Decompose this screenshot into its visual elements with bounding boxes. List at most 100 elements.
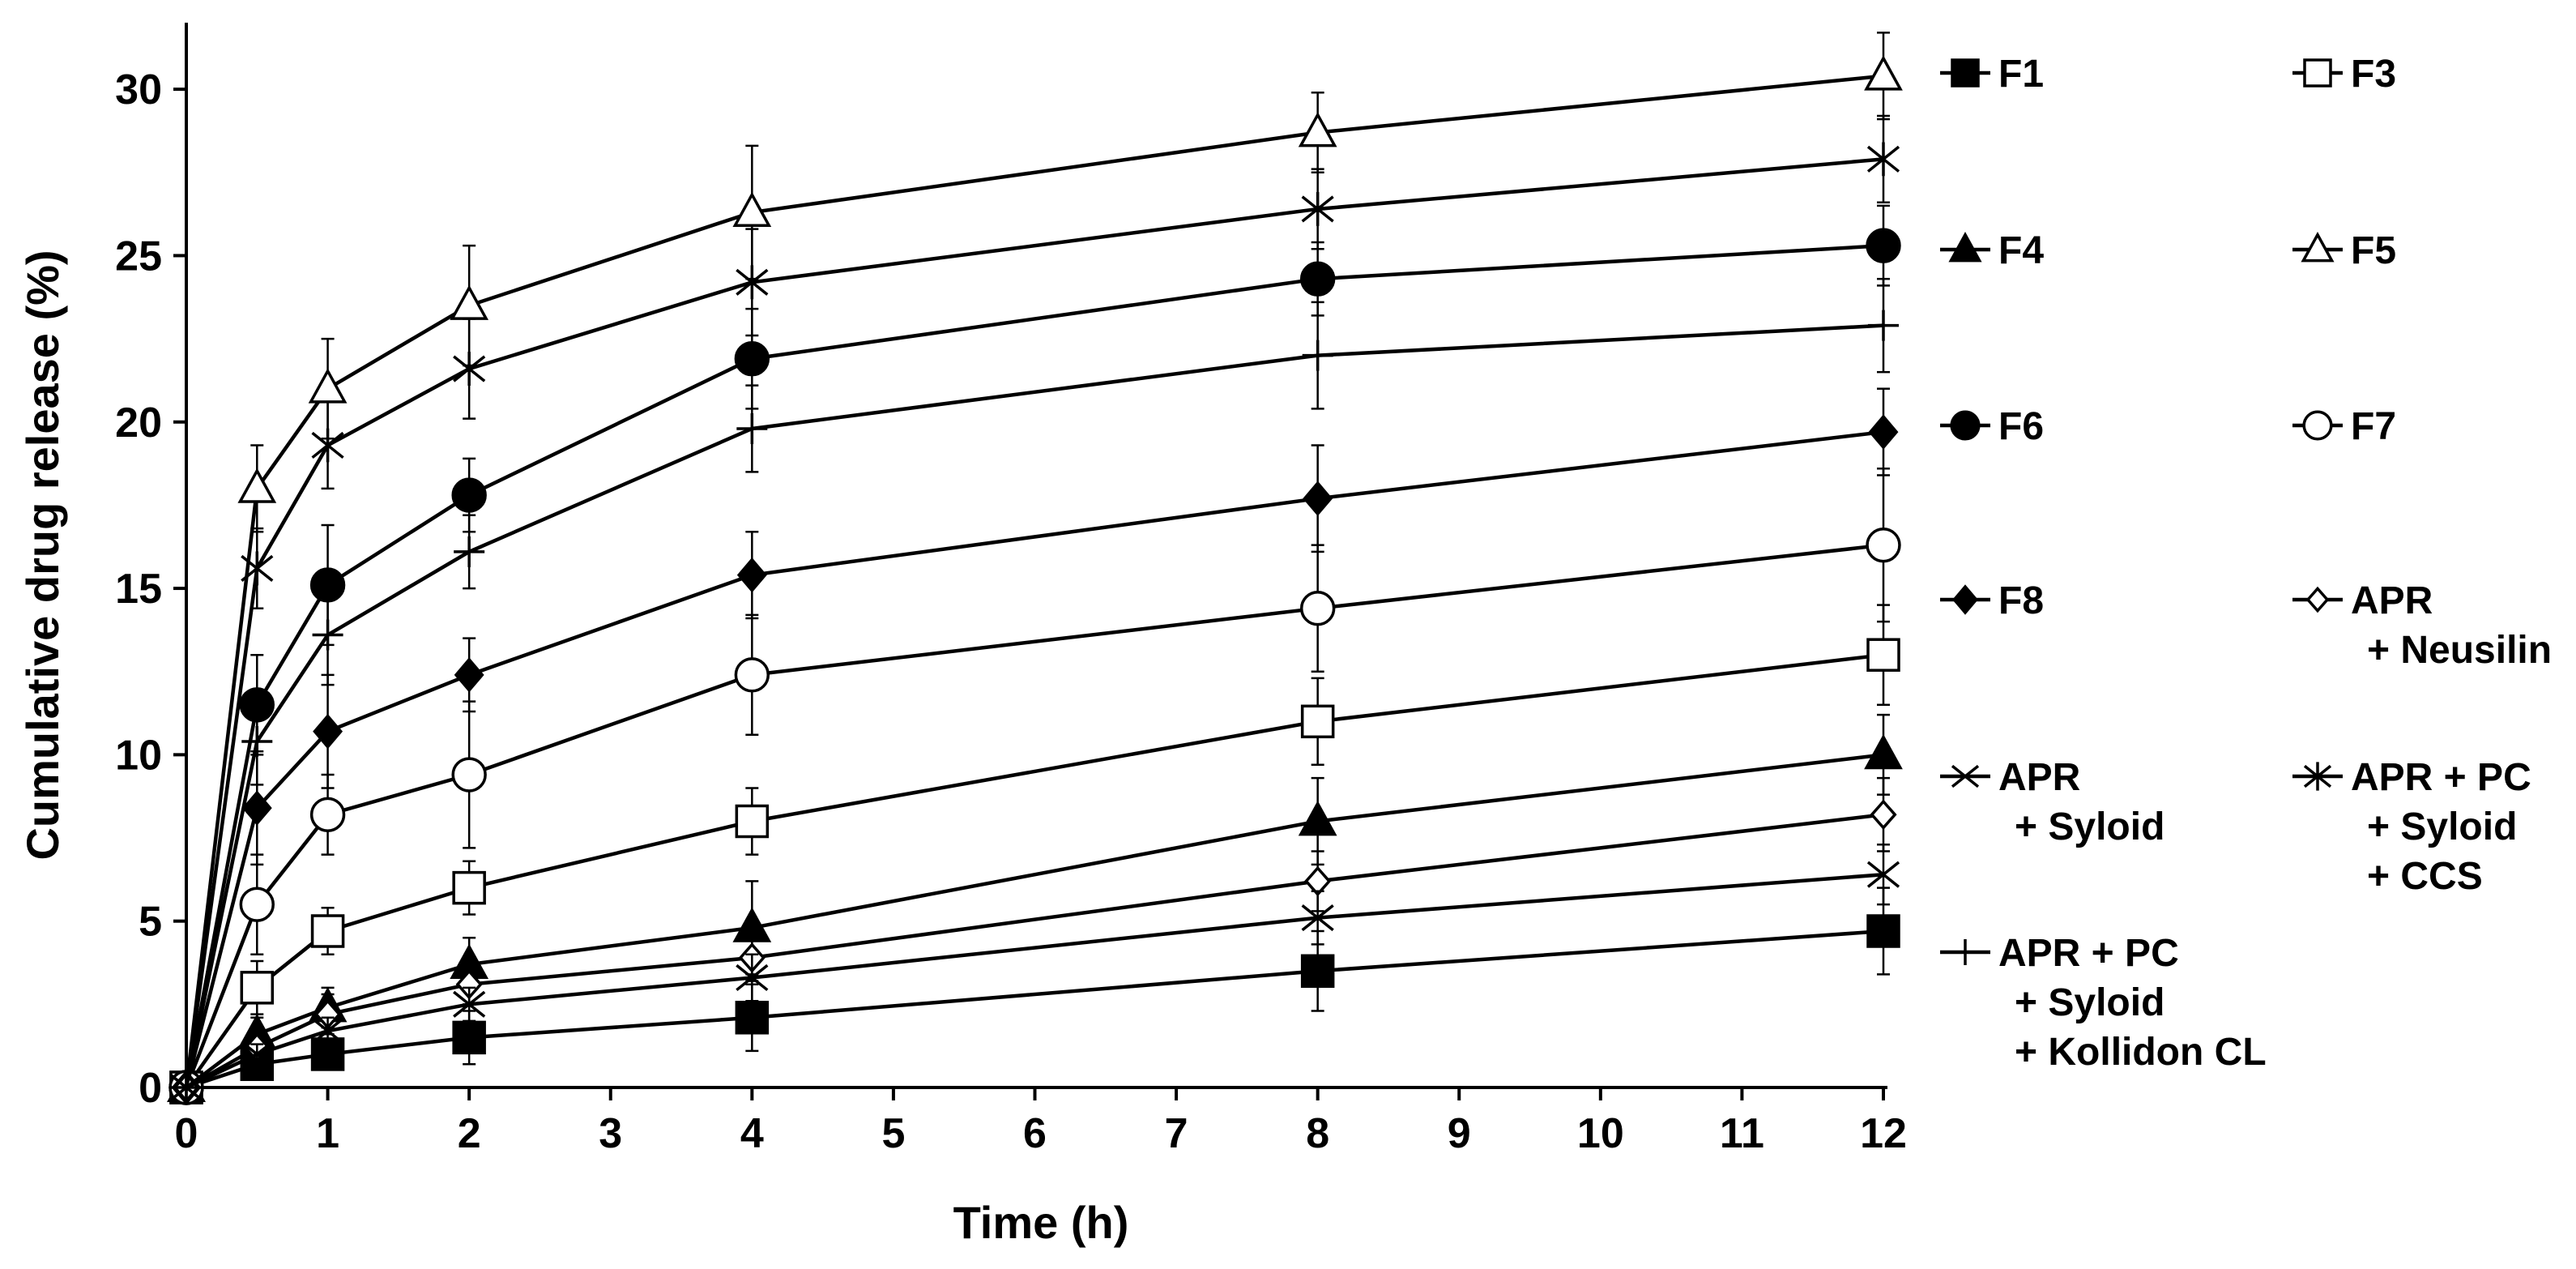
series-f3 (169, 604, 1900, 1104)
data-point (736, 964, 769, 992)
series-group (167, 32, 1903, 1105)
data-point (1303, 481, 1333, 516)
data-point (452, 870, 486, 905)
y-tick-label: 20 (115, 400, 162, 446)
legend-label: + Syloid (2015, 981, 2164, 1024)
x-tick-label: 6 (1023, 1110, 1047, 1157)
data-point (454, 536, 485, 567)
y-tick-label: 15 (115, 566, 162, 613)
x-tick-label: 5 (881, 1110, 905, 1157)
legend-marker (2301, 231, 2335, 263)
y-axis-title: Cumulative drug release (%) (17, 250, 68, 860)
x-tick-label: 10 (1577, 1110, 1624, 1157)
y-tick-label: 5 (139, 899, 162, 946)
legend-label: F6 (1998, 405, 2044, 448)
series-line-f5 (184, 74, 1884, 1088)
legend-label: F4 (1998, 229, 2044, 272)
data-point (1298, 801, 1337, 836)
series-f5 (167, 32, 1903, 1102)
data-point (1866, 142, 1900, 177)
legend-label: F1 (1998, 53, 2044, 96)
x-tick-label: 4 (740, 1110, 764, 1157)
data-point (312, 619, 343, 651)
data-point (308, 368, 348, 404)
legend-label: + Syloid (2367, 805, 2517, 848)
legend-label: APR + PC (1998, 932, 2179, 975)
data-point (171, 1072, 202, 1103)
legend-label: + Kollidon CL (2015, 1031, 2267, 1074)
legend-item-f1: F1 (1940, 53, 2044, 96)
legend-item-f6: F6 (1940, 405, 2044, 448)
x-tick-label: 7 (1165, 1110, 1188, 1157)
x-axis-title: Time (h) (953, 1197, 1129, 1248)
legend-item-apr-neusilin: APR + Neusilin (2292, 579, 2552, 672)
series-line-f6 (184, 243, 1884, 1088)
x-tick-label: 9 (1448, 1110, 1471, 1157)
data-point (1866, 914, 1900, 948)
data-point (1866, 228, 1901, 263)
data-point (1866, 861, 1900, 888)
data-point (1298, 112, 1337, 147)
y-tick-label: 25 (115, 233, 162, 280)
series-line-f3 (185, 652, 1884, 1089)
legend-item-f8: F8 (1940, 579, 2044, 622)
series-apr-neusilin (173, 776, 1897, 1103)
data-point (1301, 192, 1334, 226)
data-point (1866, 527, 1901, 563)
series-line-apr-syloid (186, 872, 1884, 1090)
legend-marker (1951, 764, 1980, 788)
data-point (1299, 591, 1336, 626)
data-point (1302, 340, 1333, 371)
x-tick-label: 0 (175, 1110, 198, 1157)
x-tick-label: 11 (1720, 1110, 1764, 1157)
legend-label: F7 (2351, 405, 2396, 448)
legend-marker (2305, 586, 2330, 613)
data-point (735, 1001, 770, 1035)
legend-label: + Syloid (2015, 805, 2164, 848)
data-point (736, 265, 769, 300)
data-point (1299, 261, 1336, 297)
data-point (736, 412, 768, 444)
legend-marker (2303, 762, 2332, 791)
data-point (239, 887, 275, 922)
data-point (313, 713, 343, 750)
data-point (732, 191, 772, 227)
data-point (451, 757, 487, 793)
data-point (241, 551, 274, 586)
y-tick-label: 30 (115, 66, 162, 113)
data-point (1864, 55, 1903, 91)
legend-marker (1950, 410, 1981, 441)
data-point (1300, 954, 1335, 989)
data-point (1864, 733, 1903, 770)
series-apr-syloid (169, 843, 1900, 1101)
data-point (735, 804, 770, 839)
data-point (1866, 638, 1900, 672)
data-point (1870, 799, 1897, 831)
data-point (310, 914, 345, 948)
legend-item-apr-pc-syloid-ccs: APR + PC + Syloid + CCS (2292, 756, 2531, 898)
data-point (309, 797, 346, 832)
data-point (451, 477, 487, 513)
legend-marker (1951, 58, 1980, 88)
x-tick-label: 8 (1306, 1110, 1329, 1157)
data-point (1301, 904, 1334, 932)
legend-marker (1952, 584, 1978, 615)
legend-marker (2303, 58, 2332, 88)
legend-label: F5 (2351, 229, 2396, 272)
series-apr-pc-syloid-ccs (169, 114, 1900, 1104)
legend-item-apr-syloid: APR + Syloid (1940, 756, 2164, 848)
legend-label: + CCS (2367, 855, 2483, 898)
data-point (454, 657, 484, 693)
x-tick-label: 2 (458, 1110, 481, 1157)
data-point (311, 428, 344, 463)
data-point (734, 341, 770, 377)
data-point (453, 352, 486, 386)
y-tick-label: 0 (139, 1065, 162, 1112)
data-point (452, 1020, 486, 1055)
x-tick-label: 3 (599, 1110, 622, 1157)
data-point (237, 468, 277, 503)
data-point (241, 1040, 274, 1068)
